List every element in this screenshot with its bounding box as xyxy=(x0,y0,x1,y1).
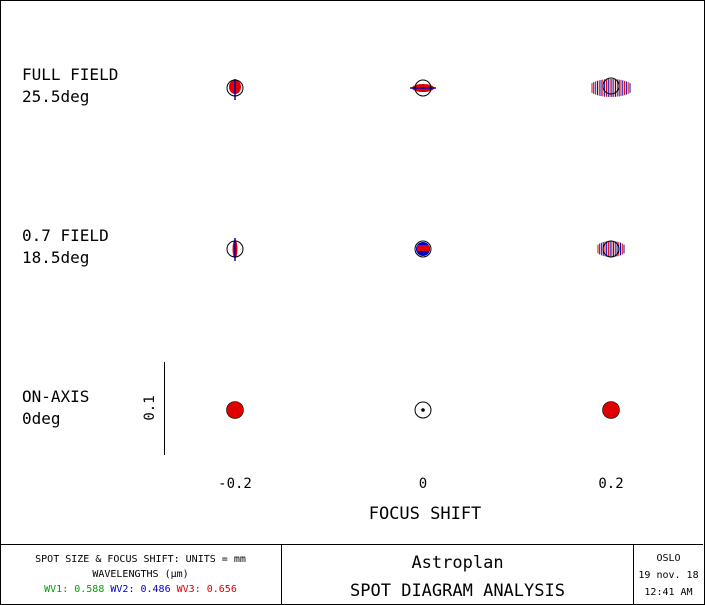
report-time: 12:41 AM xyxy=(644,587,693,598)
scale-bar xyxy=(164,362,165,455)
wv1-value: WV1: 0.588 xyxy=(44,584,105,595)
title-block: SPOT SIZE & FOCUS SHIFT: UNITS = mm WAVE… xyxy=(0,544,703,604)
spot-filled-disc xyxy=(602,401,620,419)
row-angle: 25.5deg xyxy=(22,87,90,106)
row-label-07-field: 0.7 FIELD 18.5deg xyxy=(22,225,109,269)
row-angle: 18.5deg xyxy=(22,248,90,267)
report-date: 19 nov. 18 xyxy=(638,570,699,581)
x-tick-label: 0.2 xyxy=(598,476,624,492)
spot-wide-fan xyxy=(591,77,631,97)
spot-fan xyxy=(597,240,625,258)
units-cell: SPOT SIZE & FOCUS SHIFT: UNITS = mm WAVE… xyxy=(0,545,282,604)
spot-point xyxy=(414,401,432,419)
title-cell: Astroplan SPOT DIAGRAM ANALYSIS xyxy=(282,545,634,604)
spot-filled-disc xyxy=(226,401,244,419)
units-text: SPOT SIZE & FOCUS SHIFT: UNITS = mm xyxy=(35,554,246,565)
row-name: 0.7 FIELD xyxy=(22,226,109,245)
report-title: SPOT DIAGRAM ANALYSIS xyxy=(350,581,565,601)
wv2-value: WV2: 0.486 xyxy=(110,584,171,595)
wavelengths-heading: WAVELENGTHS (µm) xyxy=(92,569,189,580)
spot-small-oval xyxy=(226,79,244,100)
info-cell: OSLO 19 nov. 18 12:41 AM xyxy=(634,545,703,604)
spot-small-disc xyxy=(414,240,432,258)
x-axis-label: FOCUS SHIFT xyxy=(368,504,482,524)
software-name: OSLO xyxy=(656,553,681,564)
row-label-full-field: FULL FIELD 25.5deg xyxy=(22,64,118,108)
row-name: FULL FIELD xyxy=(22,65,119,84)
spot-flat-ellipse xyxy=(410,79,436,97)
x-tick-label: -0.2 xyxy=(218,476,252,492)
spot-diagram-plot xyxy=(226,77,631,419)
row-label-on-axis: ON-AXIS 0deg xyxy=(22,386,89,430)
wv3-value: WV3: 0.656 xyxy=(176,584,237,595)
program-name: Astroplan xyxy=(411,553,504,573)
row-name: ON-AXIS xyxy=(22,387,90,406)
x-tick-label: 0 xyxy=(418,476,428,492)
wavelength-values: WV1: 0.588 WV2: 0.486 WV3: 0.656 xyxy=(0,584,281,595)
spot-vertical-line xyxy=(226,238,244,261)
row-angle: 0deg xyxy=(22,409,61,428)
